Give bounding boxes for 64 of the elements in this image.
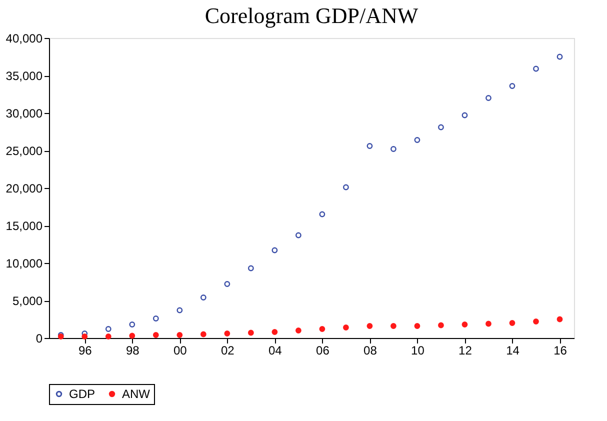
x-tick-label: 02 — [220, 344, 235, 358]
point — [533, 66, 539, 72]
point — [343, 184, 349, 190]
point — [176, 332, 183, 338]
x-tick-label: 06 — [316, 344, 330, 358]
legend-label: GDP — [69, 387, 96, 401]
point — [486, 95, 492, 101]
point — [129, 322, 136, 328]
point — [319, 211, 326, 218]
x-tick-label: 98 — [126, 344, 140, 358]
y-tick-label: 5,000 — [12, 294, 43, 308]
legend-label: ANW — [122, 387, 151, 401]
x-tick-label: 00 — [173, 344, 188, 358]
point — [462, 322, 468, 328]
point — [129, 332, 136, 339]
point — [390, 323, 396, 329]
point — [295, 232, 302, 238]
point — [248, 330, 254, 336]
point — [105, 334, 112, 340]
y-tick-label: 10,000 — [6, 256, 43, 270]
point — [176, 307, 183, 314]
point — [82, 334, 88, 340]
x-tick-label: 14 — [506, 344, 520, 358]
x-tick-label: 16 — [554, 344, 568, 358]
point — [152, 316, 159, 322]
x-tick-label: 12 — [458, 344, 472, 358]
x-tick-label: 96 — [78, 344, 92, 358]
point — [200, 294, 206, 300]
point — [152, 332, 159, 338]
x-tick-label: 10 — [411, 344, 425, 358]
y-tick-label: 0 — [36, 332, 43, 346]
point — [556, 316, 563, 322]
point — [533, 318, 539, 324]
y-tick-label: 30,000 — [6, 106, 43, 120]
point — [224, 330, 230, 336]
point — [438, 322, 444, 328]
point — [319, 326, 326, 332]
point — [414, 137, 420, 143]
x-tick-label: 08 — [364, 344, 378, 358]
y-tick-label: 25,000 — [6, 144, 43, 158]
y-tick-label: 20,000 — [6, 182, 43, 196]
point — [295, 328, 302, 334]
point — [462, 112, 468, 118]
point — [414, 323, 420, 329]
point — [556, 54, 563, 60]
point — [343, 324, 349, 330]
point — [366, 323, 373, 329]
y-tick-label: 40,000 — [6, 32, 43, 46]
point — [272, 247, 278, 254]
point — [200, 331, 206, 338]
point — [248, 265, 254, 272]
point — [272, 329, 278, 335]
point — [509, 83, 516, 89]
point — [366, 143, 373, 149]
point — [390, 146, 396, 152]
y-tick-label: 15,000 — [6, 219, 43, 233]
point — [486, 320, 492, 327]
point — [224, 281, 230, 287]
point — [105, 326, 112, 332]
chart-title: Corelogram GDP/ANW — [204, 3, 418, 28]
y-tick-label: 35,000 — [6, 69, 43, 83]
point — [438, 124, 444, 130]
x-tick-label: 04 — [268, 344, 282, 358]
point — [509, 320, 516, 326]
